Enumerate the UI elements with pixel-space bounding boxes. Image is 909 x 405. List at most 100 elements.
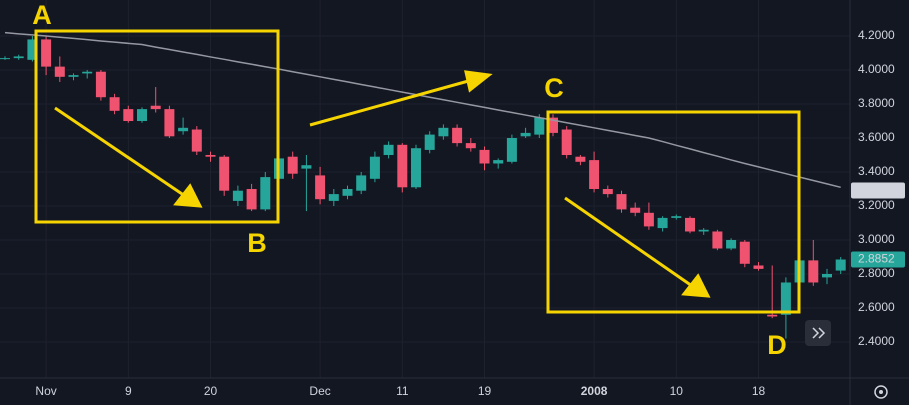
- candle-body: [178, 127, 189, 132]
- candle-body: [479, 149, 490, 164]
- moving-average: [4, 31, 841, 189]
- arrow: [309, 78, 473, 127]
- icon: [879, 390, 883, 394]
- y-tick-label: 2.6000: [858, 300, 895, 314]
- candle-body: [739, 241, 750, 264]
- icon: [812, 327, 826, 339]
- candle-body: [397, 144, 408, 188]
- x-tick-label: 2008: [581, 384, 608, 398]
- candle-body: [835, 259, 846, 271]
- y-tick-label: 3.8000: [858, 96, 895, 110]
- price-label: 2.8852: [858, 252, 895, 266]
- candle-body: [260, 177, 271, 210]
- candle-body: [493, 160, 504, 164]
- candle-body: [411, 148, 421, 188]
- candle-body: [465, 143, 476, 149]
- icon[interactable]: [874, 385, 888, 399]
- candle-body: [109, 97, 120, 111]
- arrow-head: [173, 183, 203, 208]
- y-tick-label: 2.4000: [858, 334, 895, 348]
- candle-body: [712, 231, 723, 249]
- candle-body: [520, 132, 531, 137]
- candle-body: [424, 134, 435, 150]
- arrow-head: [464, 70, 493, 93]
- annotation: B: [247, 228, 267, 258]
- candle-body: [41, 39, 52, 67]
- candle-body: [150, 105, 161, 110]
- candle-body: [561, 129, 572, 156]
- price-axis: [850, 0, 909, 405]
- candle-body: [54, 66, 65, 77]
- box: [34, 29, 280, 224]
- time-axis: [0, 378, 909, 405]
- candle-body: [82, 71, 93, 74]
- arrow: [564, 196, 696, 290]
- price-label-bg: [851, 182, 905, 199]
- candle-body: [657, 217, 668, 229]
- candle-body: [287, 156, 298, 174]
- candle-body: [246, 189, 257, 210]
- y-tick-label: 3.2000: [858, 198, 895, 212]
- price-label-bg: [851, 251, 905, 268]
- candle-body: [767, 314, 778, 317]
- candle-body: [822, 273, 832, 278]
- x-tick-label: 9: [125, 384, 132, 398]
- x-tick-label: 20: [204, 384, 218, 398]
- candle-body: [219, 156, 230, 191]
- annotation: D: [767, 330, 787, 360]
- box: [546, 110, 801, 314]
- candle-body: [123, 109, 134, 122]
- x-tick-label: 10: [670, 384, 684, 398]
- candle-body: [95, 71, 106, 98]
- y-tick-label: 3.4000: [858, 164, 895, 178]
- candle-body: [780, 282, 791, 315]
- candle-body: [698, 229, 709, 232]
- x-tick-label: Nov: [35, 384, 56, 398]
- candle-body: [0, 58, 10, 60]
- candle-body: [602, 189, 613, 195]
- candle-body: [630, 207, 641, 213]
- candle-body: [232, 190, 243, 201]
- candle-body: [13, 56, 24, 59]
- candle-body: [342, 189, 353, 196]
- candle-body: [328, 194, 339, 201]
- y-tick-label: 3.0000: [858, 232, 895, 246]
- candle-body: [191, 129, 202, 152]
- x-tick-label: 18: [752, 384, 766, 398]
- candle-body: [616, 194, 627, 210]
- candle-body: [671, 216, 682, 218]
- arrow-head: [681, 273, 711, 298]
- candle-body: [753, 265, 764, 269]
- settings-button[interactable]: [874, 385, 888, 399]
- scroll-button[interactable]: [805, 320, 831, 346]
- y-tick-label: 3.6000: [858, 130, 895, 144]
- annotation: C: [544, 73, 564, 103]
- candle-body: [643, 212, 654, 227]
- candle-body: [452, 127, 463, 144]
- x-tick-label: 19: [478, 384, 492, 398]
- candle-body: [383, 144, 394, 156]
- candle-body: [369, 156, 380, 179]
- candle-body: [27, 39, 38, 60]
- candle-body: [137, 109, 147, 122]
- price-label: 3.2913: [858, 183, 895, 197]
- candle-body: [726, 239, 737, 249]
- candle-body: [506, 138, 517, 162]
- candle-body: [534, 117, 545, 135]
- x-tick-label: Dec: [309, 384, 330, 398]
- drawings: [34, 29, 801, 314]
- candle-body: [685, 217, 695, 232]
- annotation: A: [32, 0, 52, 30]
- candle-body: [356, 175, 367, 191]
- axes: 2.4000 2.6000 2.8000 3.0000 3.2000 3.4000 3.60…: [35, 28, 905, 398]
- y-tick-label: 4.0000: [858, 62, 895, 76]
- candle-body: [589, 160, 600, 189]
- candle-body: [205, 155, 216, 157]
- y-tick-label: 4.2000: [858, 28, 895, 42]
- y-tick-label: 2.8000: [858, 266, 895, 280]
- candle-body: [68, 75, 79, 77]
- candle-body: [438, 127, 449, 137]
- candle-body: [301, 165, 312, 169]
